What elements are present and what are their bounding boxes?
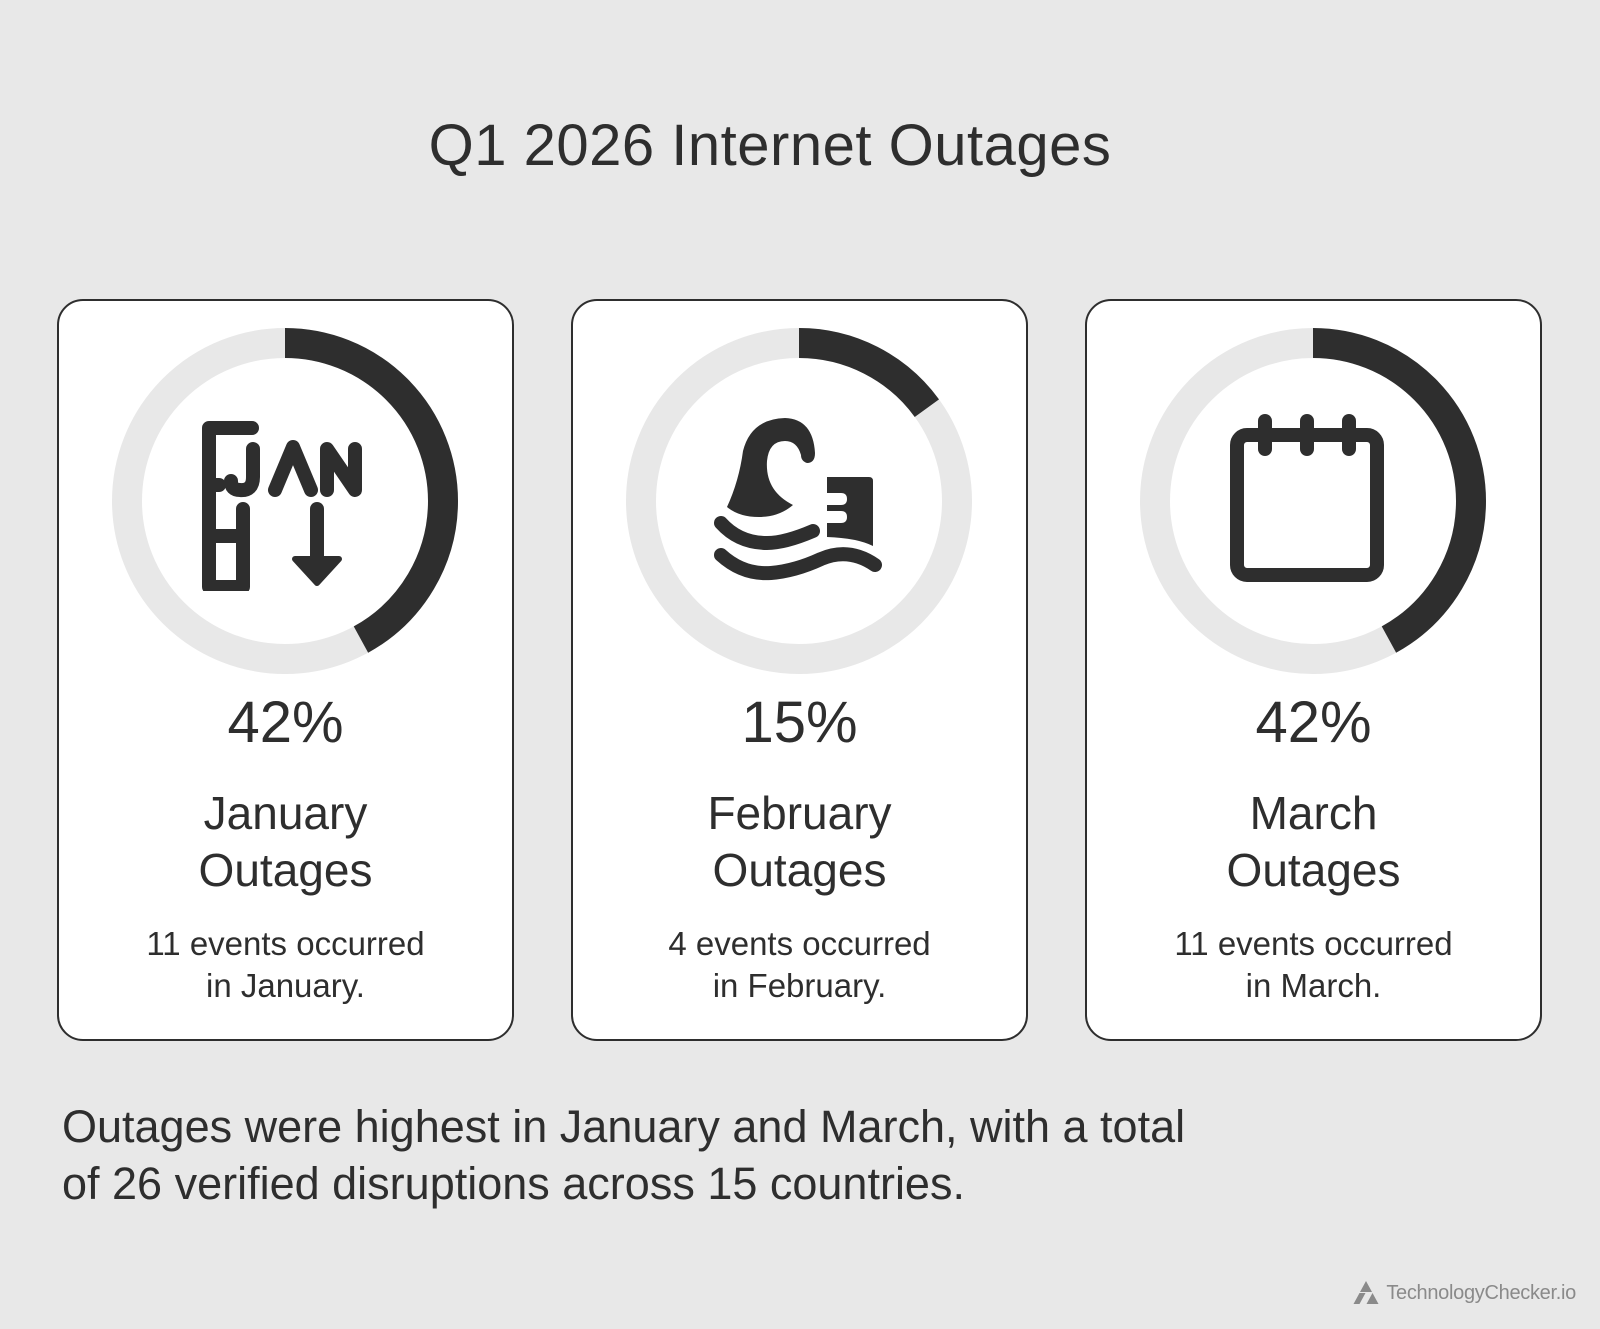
percent-value: 15% [741, 690, 858, 755]
label-line: Outages [1226, 844, 1401, 896]
label-line: January [203, 787, 368, 839]
percent-value: 42% [1255, 690, 1372, 755]
summary-text: Outages were highest in January and Marc… [62, 1098, 1462, 1212]
desc-line: in January. [206, 967, 365, 1004]
summary-line: Outages were highest in January and Marc… [62, 1101, 1186, 1152]
desc-line: in March. [1245, 967, 1382, 1004]
tsunami-wave-icon [714, 418, 882, 581]
desc-line: 4 events occurred [668, 925, 931, 962]
page-title: Q1 2026 Internet Outages [428, 113, 1112, 178]
card-label: January Outages [59, 785, 512, 899]
label-line: Outages [198, 844, 373, 896]
triangle-logo-icon [1353, 1281, 1379, 1304]
calendar-jan-down-icon [202, 421, 362, 591]
calendar-icon [1230, 414, 1384, 582]
brand-name: TechnologyChecker.io [1386, 1281, 1576, 1304]
progress-ring-march [1140, 328, 1486, 674]
label-line: March [1249, 787, 1378, 839]
label-line: February [707, 787, 892, 839]
card-description: 11 events occurred in March. [1087, 923, 1540, 1007]
summary-line: of 26 verified disruptions across 15 cou… [62, 1158, 965, 1209]
label-line: Outages [712, 844, 887, 896]
desc-line: 11 events occurred [1174, 925, 1453, 962]
card-description: 11 events occurred in January. [59, 923, 512, 1007]
card-label: February Outages [573, 785, 1026, 899]
card-label: March Outages [1087, 785, 1540, 899]
percent-value: 42% [227, 690, 344, 755]
card-description: 4 events occurred in February. [573, 923, 1026, 1007]
card-january: 42% January Outages 11 events occurred i… [57, 299, 514, 1041]
brand-watermark[interactable]: TechnologyChecker.io [1352, 1280, 1576, 1306]
desc-line: 11 events occurred [146, 925, 425, 962]
card-march: 42% March Outages 11 events occurred in … [1085, 299, 1542, 1041]
card-february: 15% February Outages 4 events occurred i… [571, 299, 1028, 1041]
progress-ring-january [112, 328, 458, 674]
progress-ring-february [626, 328, 972, 674]
desc-line: in February. [712, 967, 887, 1004]
